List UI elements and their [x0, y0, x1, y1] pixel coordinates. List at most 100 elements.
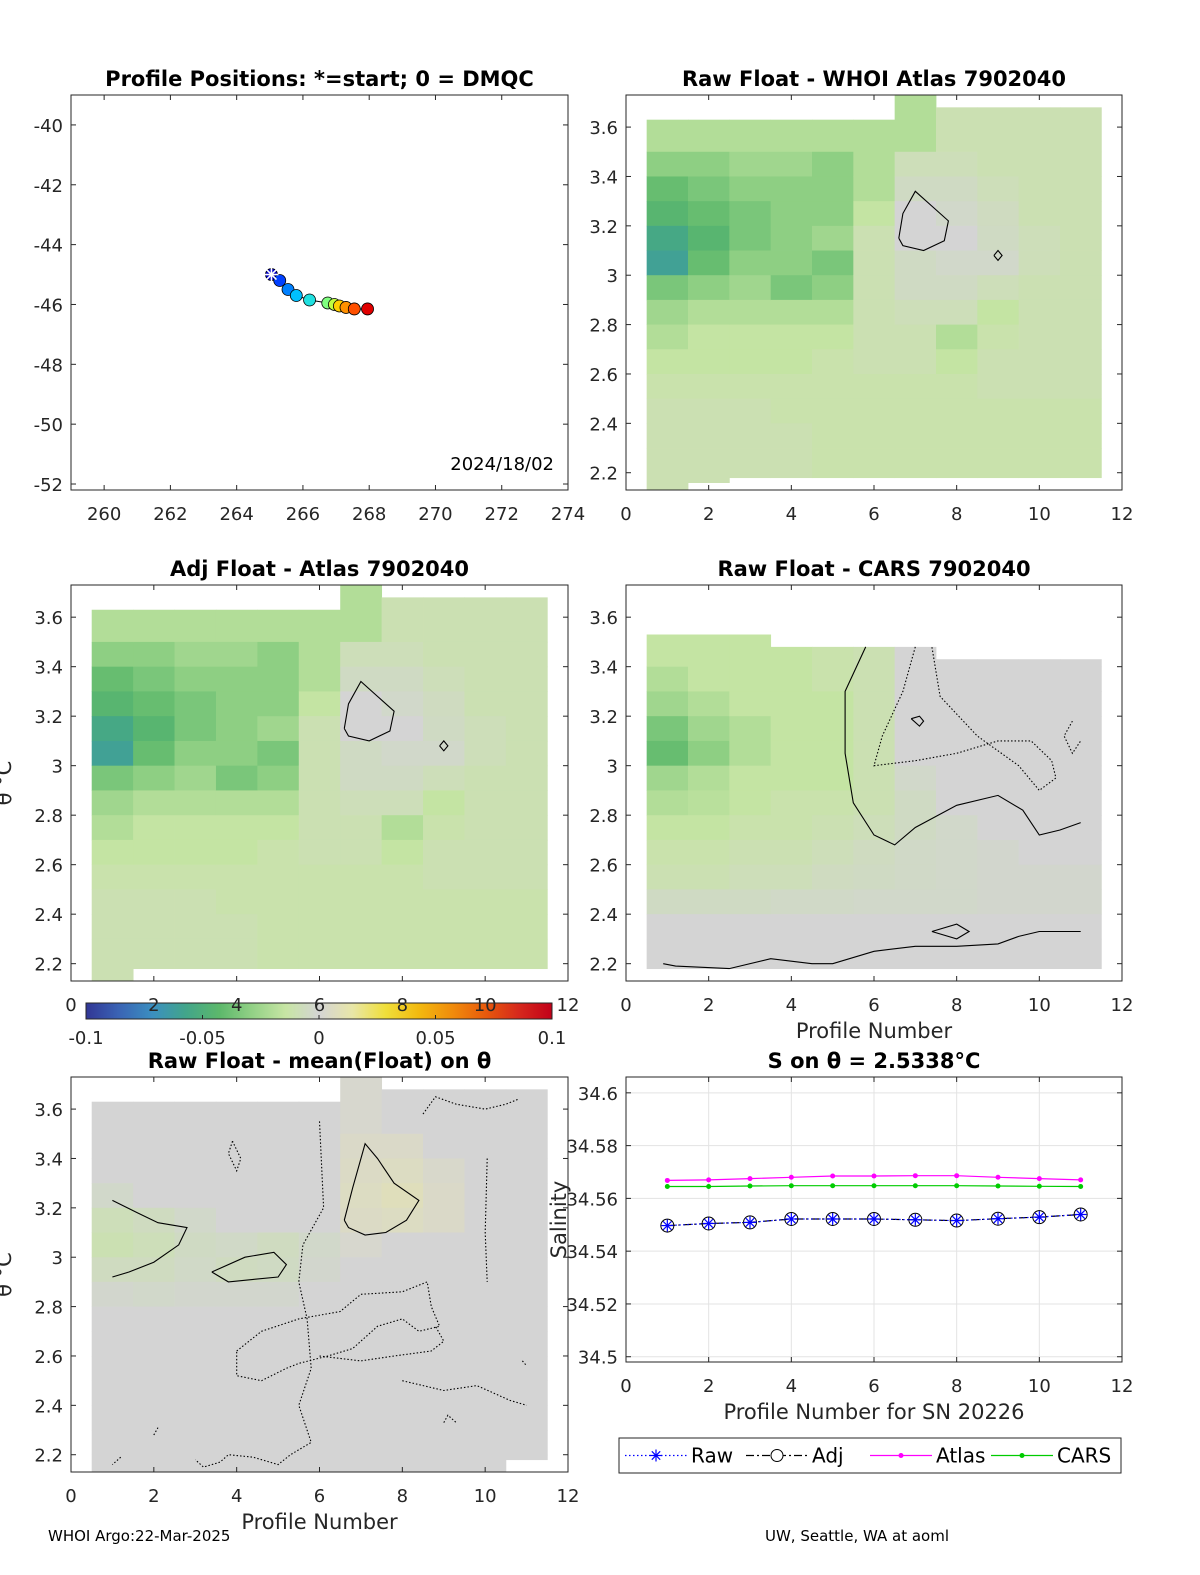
adj-atlas-cell	[257, 938, 300, 970]
adj-atlas-cell	[298, 790, 341, 816]
raw-mean-cell	[257, 1183, 300, 1209]
raw-atlas-cell	[853, 373, 896, 400]
legend-label-adj: Adj	[812, 1444, 844, 1468]
raw-mean-cell	[505, 1306, 548, 1332]
raw-cars-cell	[770, 938, 813, 970]
raw-atlas-cell	[936, 275, 978, 301]
raw-cars-cell	[853, 740, 896, 767]
raw-mean-cell	[174, 1232, 217, 1258]
series-point-raw	[950, 1214, 963, 1227]
raw-atlas-cell	[1018, 201, 1061, 227]
raw-atlas-cell	[688, 324, 730, 350]
s-on-theta-ylabel: Salinity	[547, 1181, 571, 1259]
raw-atlas-cell	[812, 275, 854, 301]
raw-atlas-cell	[812, 423, 854, 449]
raw-atlas-xtick-label: 4	[786, 504, 797, 525]
raw-mean-cell	[423, 1183, 465, 1209]
raw-cars-cell	[729, 864, 772, 890]
raw-atlas-cell	[894, 398, 937, 424]
raw-atlas-cell	[894, 448, 937, 479]
raw-atlas-cell	[729, 448, 772, 479]
raw-cars-cell	[853, 889, 896, 915]
raw-cars-cell	[853, 815, 896, 841]
raw-cars-cell	[729, 938, 772, 970]
adj-atlas-cell	[423, 914, 465, 940]
colorbar-tick-label: -0.1	[68, 1028, 103, 1049]
raw-atlas-cell	[936, 151, 978, 177]
star-stroke	[662, 1220, 672, 1231]
raw-mean-cell	[174, 1355, 217, 1382]
raw-atlas-cell	[894, 373, 937, 400]
raw-atlas-cell	[1060, 448, 1102, 479]
raw-mean-cell	[505, 1380, 548, 1406]
raw-mean-cell	[257, 1158, 300, 1184]
adj-atlas-cell	[505, 641, 548, 668]
raw-atlas-contour	[993, 249, 1003, 262]
adj-atlas-cell	[91, 815, 134, 841]
raw-mean-cell	[91, 1380, 134, 1406]
series-point-cars	[1036, 1183, 1042, 1189]
raw-atlas-cell	[1018, 373, 1061, 400]
raw-mean-cell	[423, 1306, 465, 1332]
series-point-adj	[908, 1212, 923, 1227]
adj-atlas-cell	[505, 765, 548, 791]
raw-mean-cell	[464, 1405, 507, 1431]
raw-mean-cell	[133, 1158, 175, 1184]
raw-cars-cell	[646, 914, 689, 940]
raw-cars-cell	[770, 666, 813, 692]
raw-cars-cell	[894, 839, 937, 866]
raw-cars-cell	[853, 666, 896, 692]
raw-atlas-cell	[977, 176, 1020, 202]
positions-xtick-label: 266	[286, 504, 320, 525]
raw-atlas-cell	[688, 373, 730, 400]
raw-cars-cell	[1018, 659, 1061, 668]
raw-mean-cell	[464, 1089, 507, 1135]
raw-atlas-cell	[936, 324, 978, 350]
series-point-raw	[992, 1212, 1004, 1225]
raw-cars-cell	[688, 765, 730, 791]
series-point-atlas	[1078, 1177, 1084, 1183]
raw-mean-cell	[298, 1133, 341, 1159]
raw-atlas-cell	[646, 423, 689, 449]
raw-mean-cell	[423, 1158, 465, 1184]
raw-mean-ytick-label: 2.8	[34, 1298, 63, 1319]
raw-mean-contour	[194, 1121, 325, 1468]
raw-atlas-cell	[1018, 423, 1061, 449]
adj-atlas-cell	[340, 864, 383, 890]
raw-atlas-cell	[812, 151, 854, 177]
adj-atlas-cell	[91, 938, 134, 982]
adj-atlas-cell	[257, 889, 300, 915]
raw-cars-cell	[688, 740, 730, 767]
raw-atlas-cell	[853, 151, 896, 177]
raw-cars-cell	[729, 634, 772, 668]
adj-atlas-xtick-label: 8	[397, 995, 408, 1016]
raw-atlas-cell	[729, 373, 772, 400]
raw-mean-cell	[91, 1405, 134, 1431]
raw-atlas-cell	[977, 275, 1020, 301]
raw-atlas-cell	[977, 324, 1020, 350]
raw-atlas-cell	[1060, 176, 1102, 202]
raw-mean-cell	[91, 1355, 134, 1382]
adj-atlas-cell	[174, 889, 217, 915]
raw-mean-contour	[484, 1158, 488, 1282]
raw-atlas-cell	[688, 275, 730, 301]
raw-mean-cell	[133, 1331, 175, 1357]
raw-atlas-ytick-label: 3	[607, 266, 618, 287]
raw-mean-contour	[422, 1096, 519, 1115]
adj-atlas-cell	[381, 740, 424, 767]
footer-right: UW, Seattle, WA at aoml	[765, 1527, 950, 1545]
raw-mean-cell	[298, 1355, 341, 1382]
raw-cars-cell	[770, 765, 813, 791]
raw-cars-cell	[1018, 889, 1061, 915]
s-on-theta-xtick-label: 10	[1028, 1376, 1051, 1397]
raw-mean-cell	[423, 1331, 465, 1357]
raw-mean-ytick-label: 3.4	[34, 1149, 63, 1170]
raw-cars-cell	[977, 914, 1020, 940]
raw-atlas-cell	[729, 324, 772, 350]
star-stroke	[651, 1450, 661, 1461]
raw-atlas-cell	[729, 176, 772, 202]
raw-atlas-cell	[688, 151, 730, 177]
raw-mean-cell	[464, 1306, 507, 1332]
adj-atlas-cell	[423, 889, 465, 915]
